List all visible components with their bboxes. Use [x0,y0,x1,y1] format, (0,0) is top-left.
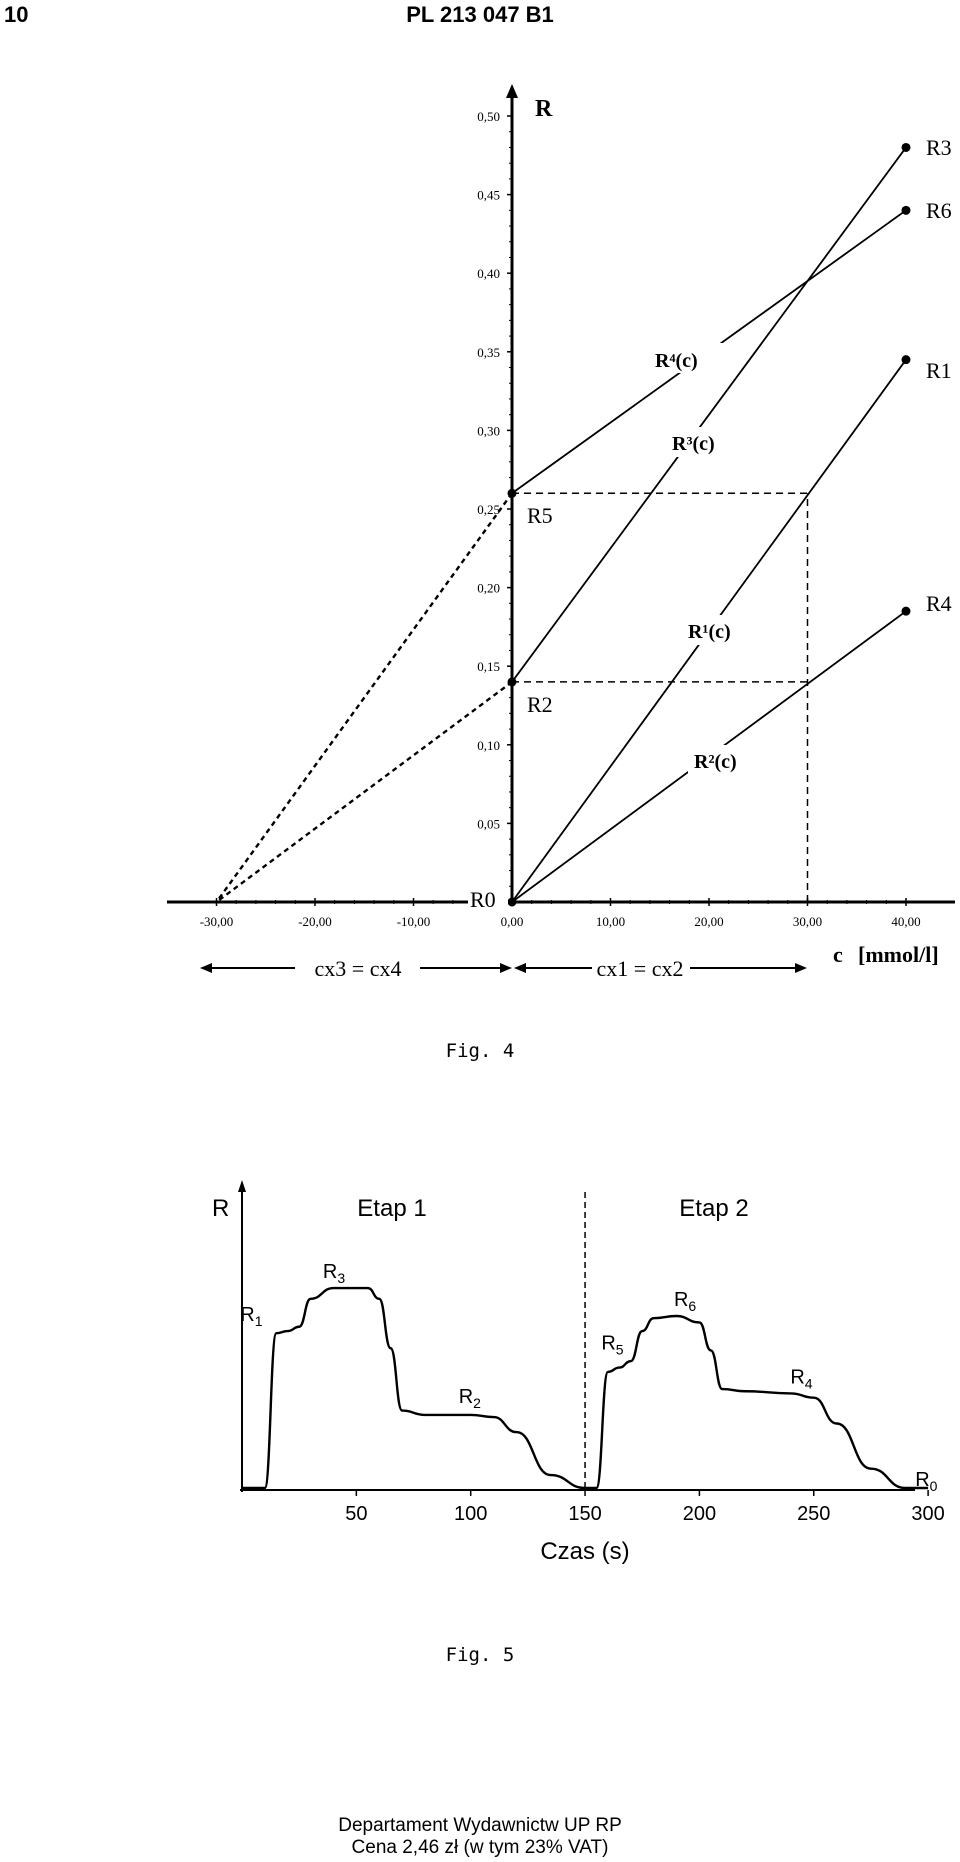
data-point [901,142,911,152]
point-label-r5: R5 [527,503,553,528]
figure-4-caption: Fig. 4 [445,1040,515,1062]
y-tick-label: 0,15 [477,659,500,674]
figure-4-chart: -30,00 -20,00 -10,00 0,00 10,00 20,00 30,00 40,… [167,84,955,981]
point-label-r2: R2 [527,692,553,717]
y-tick-label: 0,40 [477,266,500,281]
curve-label-r2-bg [688,745,776,775]
curve-label-r1-bg [682,615,770,645]
point-label-r1: R1 [926,358,952,383]
document-id: PL 213 047 B1 [406,2,554,27]
x-axis-unit: [mmol/l] [858,942,939,967]
data-point [901,606,911,616]
x-tick-label: 20,00 [694,914,723,929]
figure-5-chart: 50 100 150 200 250 300 R1 R3 R2 R5 R6 R4 R0 R Etap … [212,1180,945,1565]
y-tick-label: 0,50 [477,109,500,124]
y-tick-label: 0,05 [477,816,500,831]
point-label-r3: R3 [926,135,952,160]
y-tick-label: 0,30 [477,423,500,438]
point-label-r4: R4 [926,591,952,616]
x-tick-label: 30,00 [793,914,822,929]
y-axis-label: R [535,96,553,122]
curve-labels: R⁴(c) R³(c) R¹(c) R²(c) [650,343,776,775]
tick-marks [215,115,907,906]
curve-label-r2: R²(c) [694,751,737,773]
right-span-label: cx1 = cx2 [597,956,684,981]
x-axis-label: Czas (s) [540,1538,629,1565]
x-tick-label: 50 [345,1503,367,1525]
stage-2-label: Etap 2 [679,1195,748,1222]
x-tick-label: 200 [683,1503,716,1525]
point-label-r3: R3 [323,1261,345,1286]
x-tick-label: 100 [454,1503,487,1525]
y-tick-label: 0,25 [477,502,500,517]
y-tick-labels: 0,05 0,10 0,15 0,20 0,25 0,30 0,35 0,40 0,45 0,50 [477,109,500,831]
footer-price: Cena 2,46 zł (w tym 23% VAT) [351,1837,609,1858]
left-arrow-head-b [500,963,512,973]
y-axis-arrow [238,1180,246,1192]
data-points [507,142,911,907]
y-tick-label: 0,10 [477,738,500,753]
y-axis-arrow [506,84,518,98]
signal-curve [241,1286,929,1490]
curve-label-r1: R¹(c) [688,621,731,643]
curve-label-r3: R³(c) [672,433,715,455]
guide-lines [512,492,809,902]
x-tick-label: 250 [797,1503,830,1525]
point-label-r6: R6 [674,1289,696,1314]
series-line-r3 [511,146,907,683]
span-arrows: cx3 = cx4 cx1 = cx2 [200,956,807,981]
point-labels: R1 R3 R2 R5 R6 R4 R0 [240,1261,937,1494]
point-label-r5: R5 [601,1333,623,1358]
x-tick-marks [355,1490,929,1496]
x-tick-labels: -30,00 -20,00 -10,00 0,00 10,00 20,00 30,00 40,… [200,914,921,929]
extrapolation-lines [215,492,513,903]
y-tick-label: 0,35 [477,345,500,360]
data-point [507,677,517,687]
x-tick-label: -20,00 [298,914,332,929]
axes [167,84,955,905]
x-tick-label: -10,00 [397,914,431,929]
point-label-r0: R0 [470,887,496,912]
curve-label-r4: R⁴(c) [655,350,698,372]
y-axis-label: R [212,1195,229,1222]
left-arrow-head-a [200,963,212,973]
data-point [507,488,517,498]
data-point [507,897,517,907]
point-label-r2: R2 [459,1386,481,1411]
x-tick-label: 0,00 [501,914,524,929]
x-tick-label: 40,00 [891,914,920,929]
point-label-r0-bg [468,888,508,914]
footer: Departament Wydawnictw UP RP Cena 2,46 z… [0,1815,960,1859]
point-label-r1: R1 [240,1304,262,1329]
y-tick-label: 0,20 [477,581,500,596]
right-arrow-head-b [795,963,807,973]
extrapolation-line-1 [215,492,513,903]
right-arrow-head-a [514,963,526,973]
point-label-r6: R6 [926,198,952,223]
x-tick-label: 150 [568,1503,601,1525]
x-tick-label: 300 [911,1503,944,1525]
curve-label-r4-bg [650,343,738,373]
page-number: 10 [4,2,29,27]
x-tick-label: 10,00 [596,914,625,929]
curve-label-r3-bg [665,427,753,457]
extrapolation-line-2 [215,680,513,903]
figure-5-caption: Fig. 5 [445,1644,515,1666]
x-tick-labels: 50 100 150 200 250 300 [345,1503,945,1525]
left-span-label: cx3 = cx4 [315,956,402,981]
point-label-r4: R4 [790,1367,812,1392]
curve-lines [511,146,907,903]
data-point [901,355,911,365]
point-label-r0: R0 [915,1469,937,1494]
data-point [901,205,911,215]
stage-1-label: Etap 1 [357,1195,426,1222]
point-labels: R0 R1 R2 R3 R4 R5 R6 [468,135,952,914]
y-tick-label: 0,45 [477,188,500,203]
footer-publisher: Departament Wydawnictw UP RP [338,1815,622,1836]
x-axis-label: c [833,942,843,967]
x-tick-label: -30,00 [200,914,234,929]
